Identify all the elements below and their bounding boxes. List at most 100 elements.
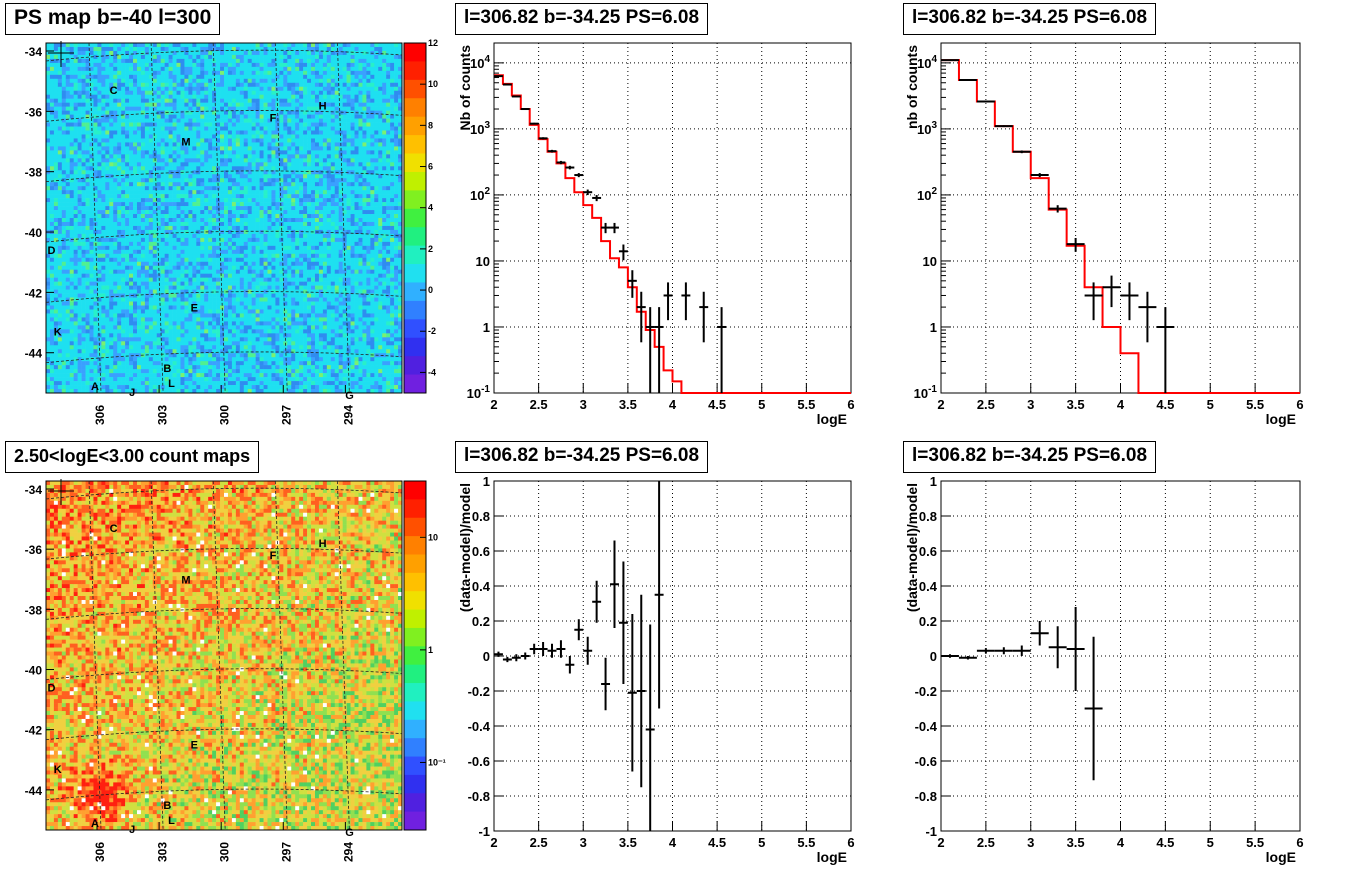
residual-2-x-tick-label: 3 [1027,835,1034,850]
residual-1-title: l=306.82 b=-34.25 PS=6.08 [455,441,708,473]
count-source-label-L: L [168,815,175,827]
count-source-label-G: G [345,827,354,839]
residual-2-x-tick-label: 6 [1296,835,1303,850]
ps-source-label-F: F [270,112,277,124]
count-colorbar-tick-label: 10 [428,532,438,542]
residual-1-x-tick-label: 3.5 [619,835,637,850]
residual-2-x-tick-label: 5 [1207,835,1214,850]
residual-2-x-tick-label: 3.5 [1067,835,1085,850]
spectrum-2-x-tick-label: 4 [1117,397,1125,412]
residual-2-x-tick-label: 4.5 [1156,835,1174,850]
spectrum-1-x-tick-label: 5.5 [797,397,815,412]
count-source-label-D: D [47,683,55,695]
spectrum-1-y-tick-label: 102 [470,186,490,203]
residual-1-x-tick-label: 5 [758,835,765,850]
residual-2-y-tick-label: 0.8 [919,509,937,524]
count-source-label-B: B [163,800,171,812]
ps-source-label-J: J [129,387,135,399]
count-colorbar-swatch [404,554,426,573]
ps-x-tick-label: 300 [217,405,231,425]
residual-2-x-tick-label: 5.5 [1246,835,1264,850]
count-colorbar-tick-label: 1 [428,645,433,655]
ps-source-label-D: D [47,245,55,257]
ps-colorbar-swatch [404,301,426,320]
ps-colorbar-swatch [404,80,426,99]
count-colorbar-swatch [404,720,426,739]
ps-source-label-M: M [181,137,190,149]
count-y-tick-label: -40 [25,664,43,678]
residual-1-x-tick-label: 2 [490,835,497,850]
ps-colorbar-tick-label: 10 [428,79,438,89]
residual-1-y-axis-label: (data-model)/model [457,483,473,612]
ps-y-tick-label: -38 [25,166,43,180]
ps-x-tick-label: 294 [342,405,356,425]
spectrum-2-y-tick-label: 10-1 [914,384,938,401]
ps-y-tick-label: -34 [25,45,43,59]
spectrum-2-x-tick-label: 2 [937,397,944,412]
count-source-label-E: E [191,740,198,752]
residual-2-x-tick-label: 2.5 [977,835,995,850]
spectrum-1-x-tick-label: 6 [847,397,854,412]
spectrum-2-y-axis-label: nb of counts [904,45,920,129]
residual-1-x-tick-label: 4.5 [708,835,726,850]
residual-2-y-tick-label: 0.6 [919,544,937,559]
residual-1-y-tick-label: 1 [483,474,490,489]
ps-y-tick-label: -36 [25,105,43,119]
spectrum-2-y-tick-label: 103 [917,120,937,137]
count-source-label-K: K [54,764,62,776]
residual-2-y-tick-label: 0.4 [919,579,938,594]
count-y-tick-label: -44 [25,784,43,798]
ps-colorbar-swatch [404,375,426,394]
ps-colorbar-swatch [404,154,426,173]
residual-1-y-tick-label: 0.2 [472,614,490,629]
spectrum-1-y-tick-label: 10-1 [467,384,491,401]
ps-x-tick-label: 306 [93,405,107,425]
spectrum-2-x-tick-label: 6 [1296,397,1303,412]
residual-1-y-tick-label: 0.4 [472,579,491,594]
count-colorbar-swatch [404,812,426,831]
count-y-tick-label: -34 [25,483,43,497]
spectrum-1-y-tick-label: 1 [483,320,490,335]
count-colorbar-swatch [404,518,426,537]
count-source-label-A: A [91,818,99,830]
ps-colorbar-swatch [404,61,426,80]
count-colorbar-swatch [404,757,426,776]
spectrum-1-x-tick-label: 3 [580,397,587,412]
ps-source-label-C: C [110,85,118,97]
count-colorbar-swatch [404,665,426,684]
count-x-tick-label: 303 [155,842,169,862]
ps-colorbar-tick-label: 6 [428,162,433,172]
count-colorbar-swatch [404,683,426,702]
ps-colorbar-swatch [404,172,426,191]
count-x-tick-label: 306 [93,842,107,862]
count-colorbar-swatch [404,591,426,610]
residual-1-x-tick-label: 4 [669,835,677,850]
spectrum-2-x-tick-label: 4.5 [1156,397,1174,412]
residual-2-x-tick-label: 4 [1117,835,1125,850]
spectrum-2-x-axis-label: logE [1266,411,1296,427]
spectrum-2-title: l=306.82 b=-34.25 PS=6.08 [903,3,1156,35]
residual-2-y-axis-label: (data-model)/model [904,483,920,612]
ps-colorbar-tick-label: 2 [428,244,433,254]
ps-y-tick-label: -44 [25,347,43,361]
residual-1-x-tick-label: 2.5 [530,835,548,850]
residual-2-title: l=306.82 b=-34.25 PS=6.08 [903,441,1156,473]
spectrum-2-x-tick-label: 3 [1027,397,1034,412]
ps-y-tick-label: -42 [25,286,43,300]
count-colorbar-tick-label: 10⁻¹ [428,757,446,767]
spectrum-2-x-tick-label: 3.5 [1067,397,1085,412]
count-colorbar-swatch [404,481,426,500]
ps-colorbar-swatch [404,43,426,62]
spectrum-2-y-tick-label: 10 [923,254,937,269]
residual-2-y-tick-label: 1 [930,474,937,489]
residual-1-x-tick-label: 5.5 [797,835,815,850]
ps-source-label-K: K [54,327,62,339]
ps-source-label-H: H [319,100,327,112]
residual-2-y-tick-label: -1 [925,824,937,839]
count-colorbar-swatch [404,610,426,629]
residual-2-x-tick-label: 2 [937,835,944,850]
count-colorbar-swatch [404,775,426,794]
count-map-title: 2.50<logE<3.00 count maps [5,441,259,473]
residual-2-y-tick-label: -0.6 [915,754,937,769]
spectrum-2-y-tick-label: 102 [917,186,937,203]
